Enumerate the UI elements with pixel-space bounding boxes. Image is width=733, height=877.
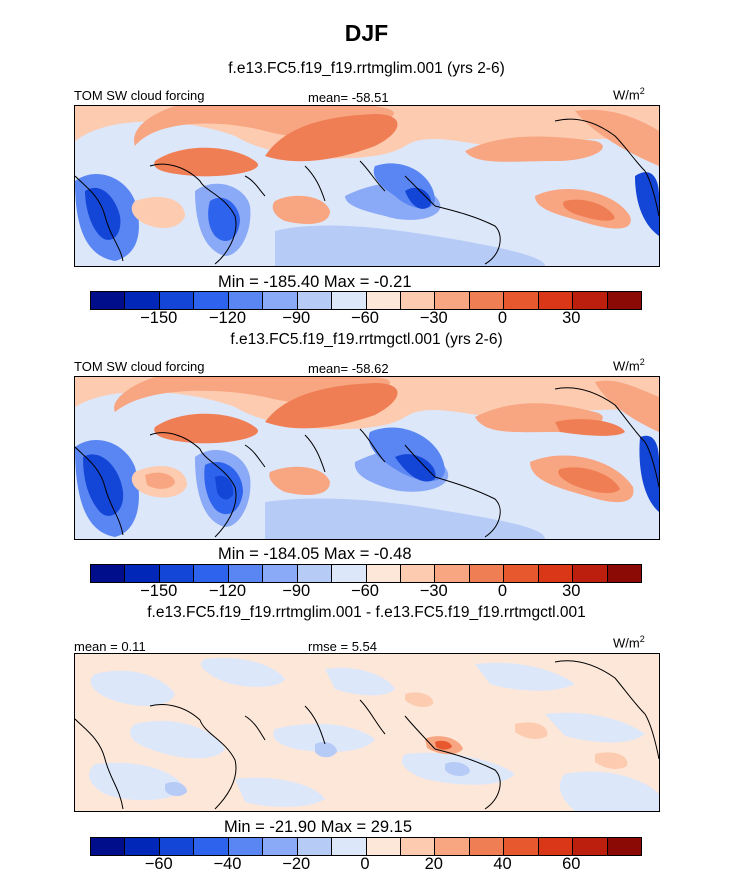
panel-1-colorbar [90, 291, 642, 310]
colorbar-swatch [125, 292, 160, 309]
panel-3-min-max: Min = -21.90 Max = 29.15 [224, 818, 413, 836]
colorbar-tick-label: −60 [144, 855, 173, 873]
colorbar-swatch [366, 292, 401, 309]
colorbar-swatch [538, 838, 574, 855]
panel-3-rmse-label: rmse = 5.54 [308, 639, 378, 654]
panel-3-colorbar-ticks: −60 −40 −20 0 20 40 60 [90, 855, 642, 873]
panel-2-min-max: Min = -184.05 Max = -0.48 [218, 545, 412, 563]
panel-2-subtitle: f.e13.FC5.f19_f19.rrtmgctl.001 (yrs 2-6) [230, 331, 503, 348]
colorbar-tick-label: −30 [419, 309, 448, 327]
figure-title: DJF [344, 20, 389, 46]
colorbar-swatch [194, 838, 229, 855]
colorbar-swatch [573, 292, 608, 309]
colorbar-swatch [607, 565, 641, 582]
colorbar-tick-label: −30 [419, 582, 448, 600]
colorbar-swatch [159, 838, 195, 855]
panel-3-field [75, 654, 659, 811]
colorbar-tick-label: −120 [208, 582, 247, 600]
colorbar-tick-label: 0 [360, 855, 370, 873]
colorbar-swatch [366, 565, 401, 582]
colorbar-swatch [332, 838, 367, 855]
colorbar-swatch [435, 565, 470, 582]
colorbar-swatch [91, 292, 126, 309]
panel-2-field [75, 377, 659, 539]
panel-3-mean-label: mean = 0.11 [74, 639, 146, 654]
colorbar-tick-label: 40 [493, 855, 512, 873]
colorbar-tick-label: −60 [351, 309, 379, 327]
colorbar-tick-label: −150 [140, 582, 178, 600]
colorbar-swatch [263, 838, 298, 855]
colorbar-swatch [400, 292, 436, 309]
colorbar-swatch [400, 838, 436, 855]
colorbar-tick-label: 20 [424, 855, 443, 873]
panel-1-mean-label: mean= -58.51 [308, 90, 389, 105]
colorbar-swatch [435, 292, 470, 309]
panel-1-map [74, 105, 660, 267]
colorbar-swatch [263, 565, 298, 582]
colorbar-swatch [538, 565, 574, 582]
colorbar-swatch [469, 838, 505, 855]
colorbar-swatch [91, 565, 126, 582]
colorbar-swatch [435, 838, 470, 855]
colorbar-swatch [297, 565, 333, 582]
panel-2-colorbar [90, 564, 642, 583]
colorbar-swatch [504, 838, 539, 855]
colorbar-tick-label: −90 [282, 582, 311, 600]
panel-2-colorbar-ticks: −150 −120 −90 −60 −30 0 30 [90, 582, 642, 600]
panel-3-subtitle: f.e13.FC5.f19_f19.rrtmglim.001 - f.e13.F… [147, 604, 586, 621]
colorbar-swatch [159, 565, 195, 582]
colorbar-swatch [228, 565, 264, 582]
colorbar-swatch [297, 292, 333, 309]
colorbar-swatch [194, 292, 229, 309]
panel-2-units: W/m2 [613, 357, 645, 374]
colorbar-swatch [263, 292, 298, 309]
panel-1-min-max: Min = -185.40 Max = -0.21 [218, 273, 412, 291]
panel-1-units: W/m2 [613, 86, 645, 103]
colorbar-swatch [159, 292, 195, 309]
colorbar-swatch [332, 292, 367, 309]
colorbar-tick-label: 0 [497, 309, 508, 327]
colorbar-tick-label: −60 [351, 582, 379, 600]
colorbar-tick-label: 0 [497, 582, 508, 600]
colorbar-tick-label: −120 [208, 309, 247, 327]
colorbar-tick-label: −90 [282, 309, 311, 327]
panel-3-units: W/m2 [613, 634, 645, 651]
colorbar-swatch [469, 565, 505, 582]
colorbar-swatch [125, 565, 160, 582]
colorbar-swatch [366, 838, 401, 855]
colorbar-tick-label: −150 [140, 309, 178, 327]
colorbar-swatch [194, 565, 229, 582]
panel-3-map [74, 653, 660, 812]
colorbar-swatch [607, 292, 641, 309]
colorbar-swatch [573, 838, 608, 855]
panel-1-variable-label: TOM SW cloud forcing [74, 88, 205, 103]
colorbar-swatch [504, 565, 539, 582]
colorbar-swatch [125, 838, 160, 855]
colorbar-tick-label: 30 [562, 582, 581, 600]
colorbar-swatch [607, 838, 641, 855]
colorbar-swatch [228, 838, 264, 855]
colorbar-tick-label: −40 [213, 855, 242, 873]
panel-2-mean-label: mean= -58.62 [308, 361, 389, 376]
colorbar-tick-label: 60 [562, 855, 581, 873]
panel-1-field [75, 106, 659, 266]
colorbar-swatch [400, 565, 436, 582]
colorbar-tick-label: 30 [562, 309, 581, 327]
colorbar-swatch [332, 565, 367, 582]
colorbar-tick-label: −20 [282, 855, 311, 873]
colorbar-swatch [228, 292, 264, 309]
colorbar-swatch [297, 838, 333, 855]
colorbar-swatch [469, 292, 505, 309]
colorbar-swatch [504, 292, 539, 309]
panel-1-colorbar-ticks: −150 −120 −90 −60 −30 0 30 [90, 309, 642, 327]
colorbar-swatch [91, 838, 126, 855]
panel-1-subtitle: f.e13.FC5.f19_f19.rrtmglim.001 (yrs 2-6) [228, 60, 505, 77]
colorbar-swatch [538, 292, 574, 309]
panel-3-colorbar [90, 837, 642, 856]
panel-2-variable-label: TOM SW cloud forcing [74, 359, 205, 374]
panel-2-map [74, 376, 660, 540]
colorbar-swatch [573, 565, 608, 582]
